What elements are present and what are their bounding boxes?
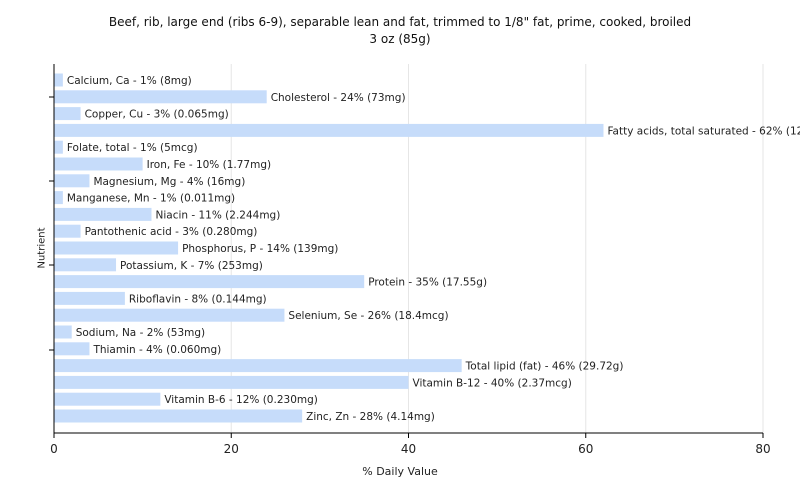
bar <box>54 291 125 305</box>
bar-label: Pantothenic acid - 3% (0.280mg) <box>85 226 258 238</box>
bar <box>54 409 303 423</box>
bar <box>54 90 267 104</box>
bar <box>54 107 81 121</box>
x-tick-label: 20 <box>224 442 239 456</box>
bar <box>54 342 90 356</box>
bar <box>54 375 409 389</box>
bar-label: Manganese, Mn - 1% (0.011mg) <box>67 193 235 205</box>
x-tick-label: 0 <box>50 442 58 456</box>
bar <box>54 157 143 171</box>
bar-label: Potassium, K - 7% (253mg) <box>120 260 263 272</box>
bar-label: Total lipid (fat) - 46% (29.72g) <box>465 361 624 373</box>
bar-label: Vitamin B-6 - 12% (0.230mg) <box>164 394 318 406</box>
bar <box>54 123 604 137</box>
x-tick-label: 80 <box>755 442 770 456</box>
bar-label: Riboflavin - 8% (0.144mg) <box>129 293 267 305</box>
bar <box>54 224 81 238</box>
bar-label: Protein - 35% (17.55g) <box>368 277 487 289</box>
bar-label: Magnesium, Mg - 4% (16mg) <box>93 176 245 188</box>
bar-label: Thiamin - 4% (0.060mg) <box>92 344 221 356</box>
bar-label: Vitamin B-12 - 40% (2.37mcg) <box>413 377 572 389</box>
bar <box>54 191 63 205</box>
bar-label: Sodium, Na - 2% (53mg) <box>76 327 205 339</box>
chart-title: Beef, rib, large end (ribs 6-9), separab… <box>108 15 692 29</box>
bar <box>54 174 90 188</box>
bar <box>54 275 365 289</box>
bar-label: Fatty acids, total saturated - 62% (12.3… <box>607 125 800 137</box>
bar-label: Niacin - 11% (2.244mg) <box>155 209 280 221</box>
x-tick-label: 60 <box>578 442 593 456</box>
bar <box>54 325 72 339</box>
y-axis-label: Nutrient <box>36 227 48 269</box>
x-axis-label: % Daily Value <box>362 465 438 478</box>
bar-label: Cholesterol - 24% (73mg) <box>271 92 406 104</box>
chart-subtitle: 3 oz (85g) <box>369 32 431 46</box>
bar <box>54 359 462 373</box>
bar <box>54 140 63 154</box>
bar <box>54 73 63 87</box>
bar <box>54 258 117 272</box>
bar <box>54 308 285 322</box>
bar <box>54 207 152 221</box>
x-tick-label: 40 <box>401 442 416 456</box>
bar-label: Phosphorus, P - 14% (139mg) <box>182 243 338 255</box>
bar-label: Folate, total - 1% (5mcg) <box>67 142 198 154</box>
bar-label: Copper, Cu - 3% (0.065mg) <box>85 109 229 121</box>
bar-label: Calcium, Ca - 1% (8mg) <box>67 75 192 87</box>
bar-label: Iron, Fe - 10% (1.77mg) <box>147 159 271 171</box>
bar <box>54 392 161 406</box>
bar-label: Selenium, Se - 26% (18.4mcg) <box>288 310 448 322</box>
bar-label: Zinc, Zn - 28% (4.14mg) <box>306 411 435 423</box>
bar <box>54 241 179 255</box>
